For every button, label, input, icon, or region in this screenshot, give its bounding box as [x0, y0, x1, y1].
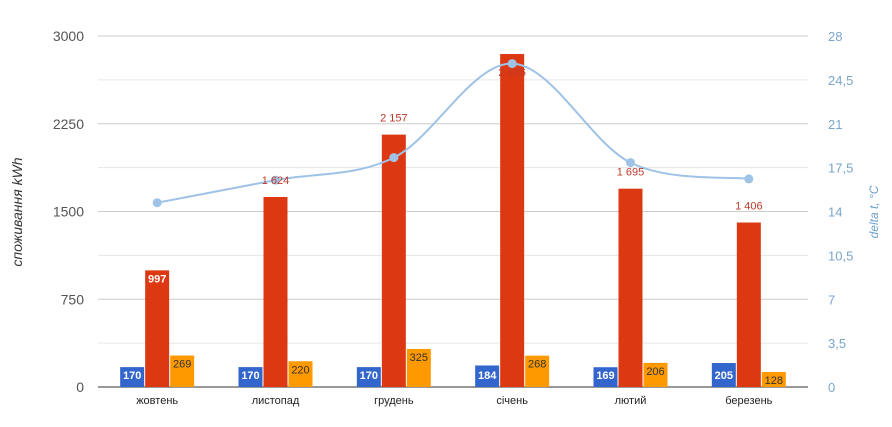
data-label: 205 [715, 370, 733, 382]
other-bar [643, 362, 668, 387]
y-tick-right: 17,5 [828, 161, 853, 176]
data-label: 269 [173, 359, 191, 371]
data-label: 128 [765, 375, 783, 387]
heating-bar [263, 196, 288, 387]
y-axis-title-right: delta t, °C [867, 185, 881, 238]
temperature-line-path [156, 62, 749, 204]
data-label: 206 [646, 366, 664, 378]
data-label: 2 846 [498, 67, 526, 79]
temperature-point [507, 59, 517, 69]
y-tick-left: 0 [76, 379, 84, 395]
heating-bar [500, 54, 525, 387]
data-labels: 170 997 269 170 1 624 220 170 2 157 325 184 2 846 2… [123, 67, 783, 387]
bars [120, 54, 786, 387]
other-bar [525, 355, 550, 387]
temperature-point [744, 174, 754, 184]
temperature-line [152, 59, 754, 208]
temperature-point [152, 198, 162, 208]
data-label: 997 [148, 273, 166, 285]
boiler-bar [356, 367, 381, 387]
boiler-bar [238, 367, 263, 387]
x-tick-label: березень [725, 395, 772, 407]
boiler-bar [711, 363, 736, 387]
data-label: 169 [596, 370, 614, 382]
temperature-point [626, 158, 635, 168]
y-tick-right: 24,5 [828, 73, 853, 88]
y-tick-left: 2250 [53, 116, 84, 132]
y-tick-left: 750 [61, 291, 85, 307]
heating-bar [381, 134, 406, 387]
data-label: 170 [360, 370, 378, 382]
y-tick-right: 3,5 [828, 336, 846, 351]
data-label: 1 624 [262, 175, 290, 187]
boiler-bar [475, 365, 500, 387]
y-tick-left: 1500 [53, 204, 84, 220]
y-tick-right: 14 [828, 205, 842, 220]
temperature-point [271, 175, 280, 185]
x-tick-label: грудень [374, 395, 414, 407]
y-tick-right: 10,5 [828, 248, 853, 263]
temperature-point [389, 153, 399, 163]
heating-bar [618, 188, 643, 387]
gridlines [98, 35, 808, 388]
other-bar [761, 372, 786, 387]
data-label: 220 [291, 364, 309, 376]
data-label: 170 [241, 370, 259, 382]
other-bar [406, 348, 431, 387]
data-label: 2 157 [380, 113, 408, 125]
boiler-bar [593, 367, 618, 387]
data-label: 184 [478, 370, 497, 382]
heating-bar [145, 270, 170, 387]
y-tick-left: 3000 [53, 28, 84, 44]
other-bar [288, 361, 313, 387]
x-tick-label: листопад [252, 395, 300, 407]
y-axis-title-left: споживання kWh [9, 157, 25, 266]
y-tick-right: 28 [828, 29, 842, 44]
heating-bar [736, 222, 761, 387]
y-axis-left: 0 750 1500 2250 3000 [53, 28, 84, 395]
data-label: 1 695 [617, 167, 645, 179]
y-tick-right: 7 [828, 292, 835, 307]
data-label: 1 406 [735, 200, 763, 212]
data-label: 268 [528, 359, 546, 371]
x-tick-label: жовтень [136, 395, 178, 407]
boiler-bar [120, 367, 145, 387]
y-axis-right: 0 3,5 7 10,5 14 17,5 21 24,5 28 [828, 29, 853, 395]
other-bar [170, 355, 195, 387]
x-axis: жовтень листопад грудень січень лютий березен… [136, 395, 772, 407]
x-tick-label: січень [496, 395, 528, 407]
x-tick-label: лютий [615, 395, 647, 407]
y-tick-right: 0 [828, 380, 835, 395]
data-label: 170 [123, 370, 141, 382]
data-label: 325 [410, 352, 428, 364]
y-tick-right: 21 [828, 117, 842, 132]
